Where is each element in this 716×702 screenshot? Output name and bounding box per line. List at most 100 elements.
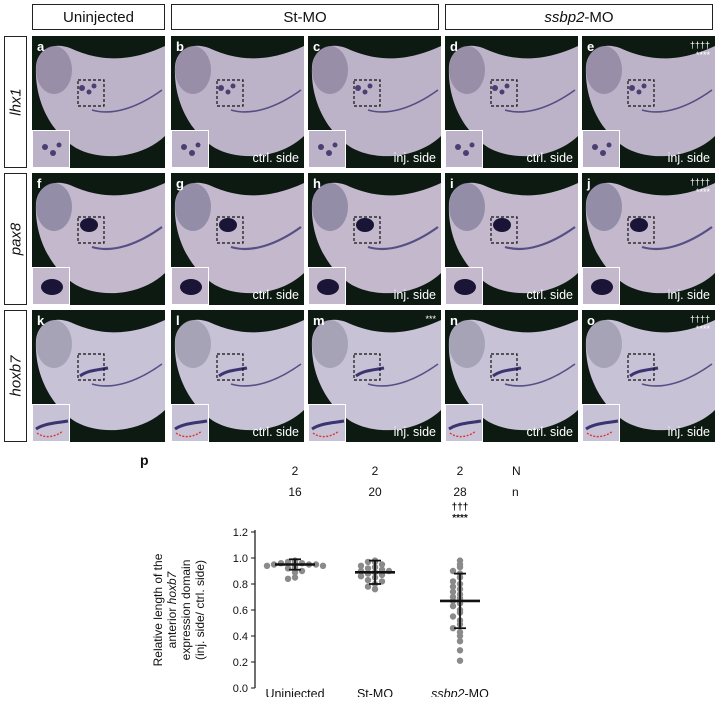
data-point: [364, 565, 372, 572]
data-point: [364, 576, 372, 584]
panel-letter: f: [37, 176, 42, 191]
panel-letter: o: [587, 313, 595, 328]
panel-letter: d: [450, 39, 458, 54]
data-point: [449, 583, 457, 590]
row-label-pax8: pax8: [4, 173, 27, 305]
data-point: [449, 602, 457, 610]
data-point: [298, 567, 306, 575]
embryo-image: [585, 182, 715, 294]
embryo-image: [585, 45, 715, 157]
chart-panel-label: p: [140, 452, 149, 468]
data-point: [456, 563, 464, 571]
x-category-label: Uninjected: [265, 687, 324, 697]
side-label: ctrl. side: [252, 288, 299, 302]
n-experiments-label: N: [512, 464, 521, 478]
header-uninjected-label: Uninjected: [63, 8, 134, 26]
side-label: inj. side: [393, 288, 436, 302]
embryo-image: [448, 182, 578, 294]
data-point: [449, 625, 457, 632]
data-point: [291, 569, 299, 576]
side-label: ctrl. side: [526, 425, 573, 439]
header-st-mo: St-MO: [171, 4, 439, 30]
y-axis-label-line: anterior hoxb7: [165, 570, 179, 648]
magnified-inset: [445, 130, 483, 168]
significance-marker: ***: [425, 314, 436, 324]
data-point: [357, 562, 365, 569]
data-point: [378, 578, 386, 585]
row-label-hoxb7: hoxb7: [4, 310, 27, 442]
n-experiments-value: 2: [457, 464, 464, 478]
chart-svg: p Relative length of the anterior hoxb7 exp…: [140, 452, 521, 701]
magnified-inset: [32, 404, 70, 442]
data-point: [456, 647, 464, 654]
embryo-image: [311, 182, 441, 294]
data-point: [456, 638, 464, 645]
panel-g: g ctrl. side: [171, 173, 304, 305]
x-category-label: St-MO: [357, 687, 393, 697]
embryo-image: [311, 319, 441, 431]
magnified-inset: [308, 404, 346, 442]
panel-n: n ctrl. side: [445, 310, 578, 442]
magnified-inset: [445, 267, 483, 305]
embryo-image: [311, 45, 441, 157]
panel-h: h inj. side: [308, 173, 441, 305]
significance-marker: †††† ****: [689, 40, 710, 60]
embryo-image: [448, 319, 578, 431]
chart-significance: †††: [452, 502, 469, 513]
magnified-inset: [171, 267, 209, 305]
data-point: [449, 567, 457, 575]
data-point: [364, 558, 372, 566]
data-point: [378, 561, 386, 568]
panel-letter: k: [37, 313, 45, 328]
magnified-inset: [171, 404, 209, 442]
n-embryos-value: 28: [453, 485, 467, 499]
n-embryos-value: 16: [288, 485, 302, 499]
data-point: [291, 574, 299, 581]
panel-l: l ctrl. side: [171, 310, 304, 442]
n-embryos-label: n: [512, 485, 519, 499]
side-label: ctrl. side: [252, 151, 299, 165]
data-point: [263, 562, 271, 569]
magnified-inset: [32, 130, 70, 168]
panel-m: m *** inj. side: [308, 310, 441, 442]
embryo-image: [35, 45, 165, 157]
header-ssbp2-mo: ssbp2-MO: [445, 4, 713, 30]
significance-marker: †††† ****: [689, 177, 710, 197]
magnified-inset: [308, 130, 346, 168]
y-axis-label-line: (inj. side/ ctrl. side): [193, 560, 207, 660]
row-label-lhx1: lhx1: [4, 36, 27, 168]
y-tick-label: 0.6: [233, 605, 248, 617]
data-point: [371, 586, 379, 593]
y-tick-label: 1.2: [233, 527, 248, 539]
data-point: [449, 588, 457, 595]
panel-letter: n: [450, 313, 458, 328]
panel-letter: a: [37, 39, 45, 54]
embryo-image: [35, 319, 165, 431]
side-label: inj. side: [393, 151, 436, 165]
y-tick-label: 1.0: [233, 553, 248, 565]
magnified-inset: [582, 404, 620, 442]
panel-letter: l: [176, 313, 180, 328]
panel-k: k: [32, 310, 165, 442]
magnified-inset: [171, 130, 209, 168]
side-label: ctrl. side: [526, 288, 573, 302]
header-st-mo-label: St-MO: [283, 8, 327, 26]
panel-letter: h: [313, 176, 321, 191]
y-tick-label: 0.0: [233, 683, 248, 695]
panel-e: e †††† **** inj. side: [582, 36, 715, 168]
panel-letter: m: [313, 313, 325, 328]
side-label: inj. side: [667, 425, 710, 439]
n-experiments-value: 2: [372, 464, 379, 478]
panel-letter: b: [176, 39, 184, 54]
panel-letter: g: [176, 176, 184, 191]
data-point: [364, 583, 372, 590]
side-label: inj. side: [667, 151, 710, 165]
y-axis-label-line: Relative length of the: [151, 553, 165, 666]
y-tick-label: 0.2: [233, 657, 248, 669]
side-label: ctrl. side: [526, 151, 573, 165]
embryo-image: [174, 45, 304, 157]
y-axis-label-line: expression domain: [179, 560, 193, 661]
hoxb7-length-chart: p Relative length of the anterior hoxb7 exp…: [140, 452, 570, 702]
data-point: [449, 613, 457, 620]
significance-marker: †††† ****: [689, 314, 710, 334]
